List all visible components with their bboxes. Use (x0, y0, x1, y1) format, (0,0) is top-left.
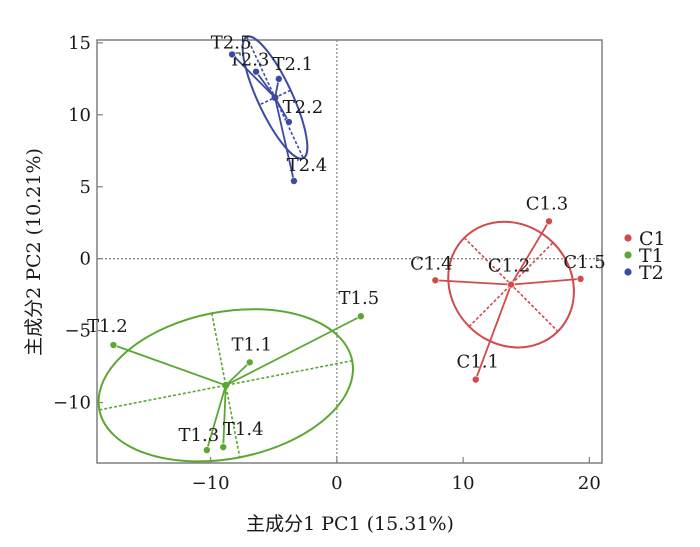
spoke-t2 (274, 97, 295, 182)
centroid-t2 (271, 94, 279, 102)
centroid-t1 (222, 381, 230, 389)
point-t2-5 (228, 51, 236, 58)
group-c1: C1.1 C1.2 C1.3 C1.4 C1.5 (410, 193, 606, 384)
point-label: C1.2 (488, 256, 530, 277)
spoke-t1 (225, 315, 362, 387)
y-tick-label: 0 (80, 249, 91, 270)
point-t1-5 (357, 313, 365, 320)
point-label: T2.3 (229, 50, 270, 71)
x-axis-ticks: −10 0 10 20 (192, 457, 601, 494)
spoke-c1 (511, 277, 581, 286)
point-label: T1.2 (87, 316, 128, 337)
point-c1-4 (432, 277, 439, 284)
ellipse-t2 (241, 35, 309, 160)
point-t2-4 (290, 177, 298, 185)
spoke-t1 (222, 385, 227, 448)
legend-marker-t1 (624, 251, 632, 259)
point-label: T2.4 (287, 155, 328, 176)
x-tick-label: 10 (452, 473, 475, 494)
point-t2-1 (275, 75, 282, 83)
ellipse-axis-t1 (99, 359, 353, 411)
x-tick-label: 0 (331, 473, 342, 494)
y-tick-label: 10 (68, 105, 91, 126)
y-tick-label: −5 (64, 321, 91, 342)
x-tick-label: −10 (192, 473, 230, 494)
point-t2-2 (285, 118, 293, 126)
legend-marker-t2 (624, 268, 632, 276)
legend-marker-c1 (624, 234, 632, 242)
spoke-t2 (231, 53, 276, 99)
spoke-t1 (205, 385, 227, 451)
point-t2-3 (252, 68, 260, 75)
point-c1-3 (545, 218, 553, 225)
spoke-t1 (225, 361, 251, 386)
legend-label-t2: T2 (639, 262, 664, 284)
point-t1-2 (110, 341, 117, 349)
point-c1-2 (507, 281, 515, 288)
spoke-t2 (274, 97, 290, 123)
zero-lines (97, 40, 602, 463)
y-tick-label: 5 (80, 177, 91, 198)
point-label: C1.3 (526, 193, 568, 214)
point-label: C1.1 (457, 352, 499, 373)
spoke-t1 (113, 344, 227, 387)
y-axis-title: 主成分2 PC2 (10.21%) (23, 148, 45, 356)
y-tick-label: 15 (68, 33, 91, 54)
point-label: T1.4 (223, 419, 264, 440)
plot-frame (96, 39, 603, 464)
point-c1-5 (577, 275, 584, 283)
x-tick-label: 20 (578, 473, 601, 494)
spoke-c1 (474, 284, 512, 380)
group-t1: T1.1 T1.2 T1.3 T1.4 T1.5 (87, 288, 380, 463)
legend-label-c1: C1 (639, 228, 666, 250)
point-label: C1.5 (563, 252, 605, 273)
point-label: C1.4 (410, 253, 452, 274)
spoke-c1 (435, 279, 512, 286)
point-t1-1 (246, 359, 253, 366)
y-tick-label: −10 (53, 393, 91, 414)
point-label: T1.1 (231, 334, 272, 355)
group-t2: T2.1 T2.2 T2.3 T2.4 T2.5 (211, 32, 328, 185)
ellipse-axis-t1 (210, 313, 241, 458)
x-axis-title: 主成分1 PC1 (15.31%) (246, 513, 454, 535)
point-c1-1 (472, 376, 479, 383)
legend-label-t1: T1 (639, 245, 664, 267)
point-label: T1.5 (339, 288, 380, 309)
point-label: T1.3 (179, 425, 220, 446)
spoke-c1 (510, 220, 550, 286)
point-label: T2.1 (272, 54, 313, 75)
point-t1-4 (220, 443, 227, 451)
y-axis-ticks: −10 −5 0 5 10 15 (53, 33, 103, 414)
point-label: T2.2 (283, 97, 324, 118)
point-label: T2.5 (211, 32, 252, 53)
sample-groups: C1.1 C1.2 C1.3 C1.4 C1.5 T1.1 T1.2 T1.3 T1.4 T1.5… (87, 32, 606, 463)
point-t1-3 (203, 446, 211, 454)
